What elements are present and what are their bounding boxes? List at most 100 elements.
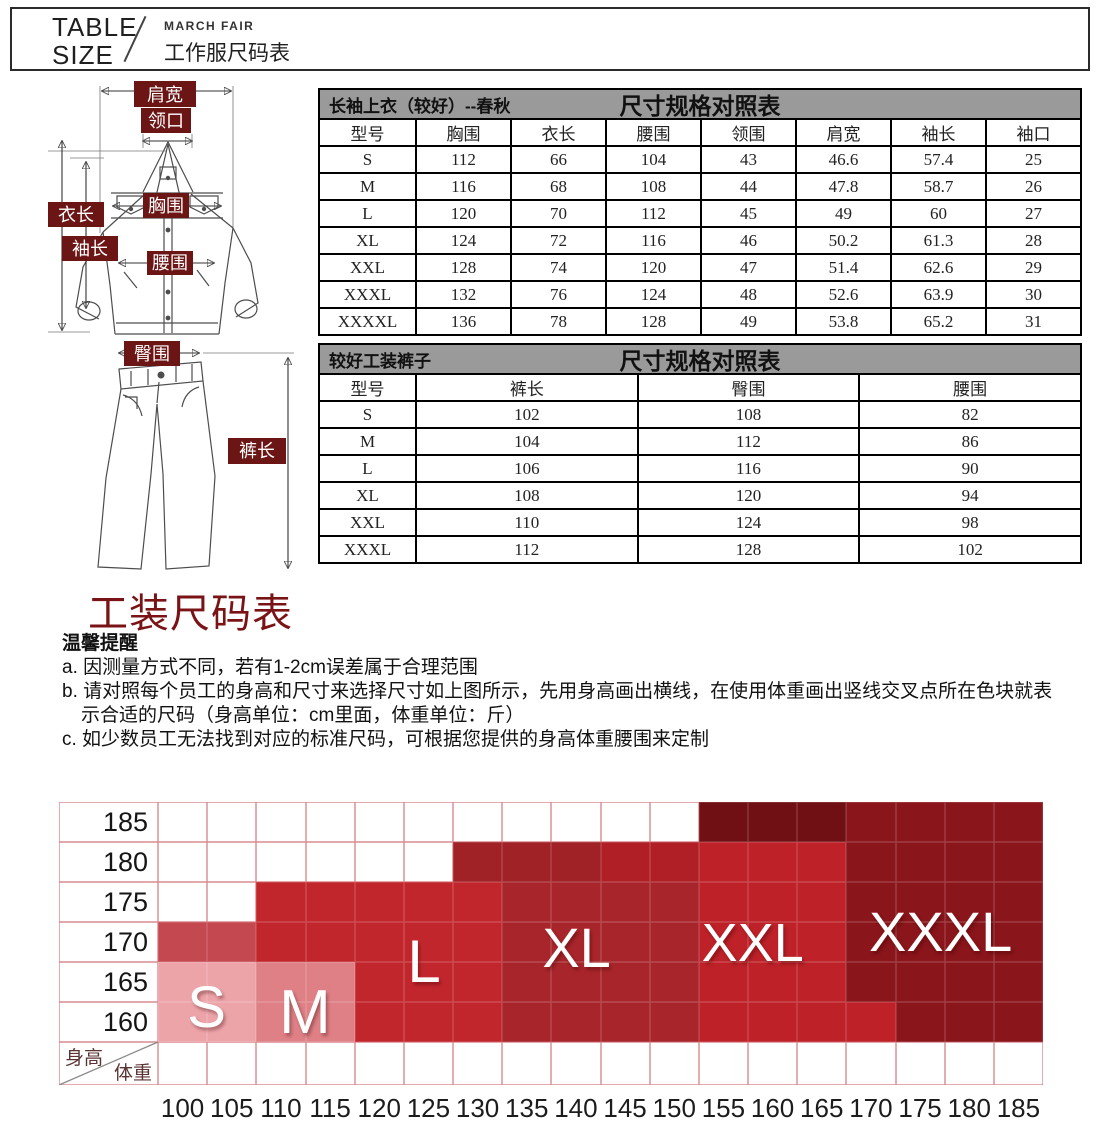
heatmap-cell — [650, 802, 699, 842]
shoulder-lines — [102, 193, 234, 233]
table-cell: 128 — [605, 307, 702, 336]
heatmap-cell — [944, 962, 994, 1002]
size-heatmap-chart: 185 180 175 170 165 160 身高 体重 S M L XL XXL XXXL — [59, 802, 1043, 1085]
table-cell: 60 — [890, 199, 987, 228]
table-cell: 44 — [700, 172, 797, 201]
column-header: 袖口 — [985, 118, 1082, 147]
table-cell: 124 — [636, 508, 861, 537]
table-cell: 45 — [700, 199, 797, 228]
button — [165, 227, 171, 233]
table-row: XXXL 132 76 124 48 52.6 63.9 30 — [318, 280, 1082, 309]
heatmap-cell — [551, 842, 601, 882]
table-cell: 82 — [858, 400, 1082, 429]
chest-label: 胸围 — [148, 196, 184, 216]
table-cell: 112 — [605, 199, 702, 228]
sleeve-label-box — [62, 236, 118, 261]
table-cell: 48 — [700, 280, 797, 309]
column-header: 衣长 — [510, 118, 607, 147]
heatmap-cell — [453, 1002, 503, 1042]
table-cell: 112 — [415, 145, 512, 174]
column-header: 领围 — [700, 118, 797, 147]
button — [165, 175, 171, 181]
collar-label-box — [141, 108, 191, 133]
table-cell: 78 — [510, 307, 607, 336]
heatmap-cell — [649, 842, 699, 882]
heatmap-cell — [403, 882, 453, 922]
hip-label: 臀围 — [134, 344, 170, 364]
table-cell: XXXL — [318, 280, 417, 309]
heatmap-cell — [993, 842, 1043, 882]
fly-line — [156, 381, 160, 404]
heatmap-cell — [797, 882, 847, 922]
heatmap-cell — [502, 1002, 552, 1042]
table-cell: 61.3 — [890, 226, 987, 255]
empty-axis-cell — [945, 1042, 994, 1085]
weight-label: 105 — [210, 1093, 254, 1123]
heatmap-cell — [256, 1002, 306, 1042]
height-label: 160 — [59, 1002, 158, 1042]
heatmap-cell — [797, 922, 847, 962]
empty-axis-cell — [355, 1042, 404, 1085]
empty-axis-cell — [748, 1042, 797, 1085]
heatmap-cell — [355, 802, 404, 842]
table-cell: 120 — [605, 253, 702, 282]
heatmap-cell — [944, 842, 994, 882]
heatmap-cell — [256, 882, 306, 922]
table-cell: L — [318, 199, 417, 228]
heatmap-cell — [207, 802, 256, 842]
heatmap-cell — [158, 842, 207, 882]
heatmap-cell — [256, 802, 305, 842]
heatmap-cell — [797, 842, 847, 882]
note-b-cont: 示合适的尺码（身高单位：cm里面，体重单位：斤） — [81, 705, 525, 726]
length-label: 衣长 — [58, 205, 94, 225]
heatmap-cell — [698, 922, 748, 962]
table-cell: 62.6 — [890, 253, 987, 282]
heatmap-cell — [453, 802, 502, 842]
note-a: a. 因测量方式不同，若有1-2cm误差属于合理范围 — [62, 657, 478, 678]
heatmap-cell — [600, 842, 650, 882]
brand-subtitle: MARCH FAIR — [164, 19, 255, 33]
heatmap-cell — [551, 962, 601, 1002]
heatmap-cell — [453, 842, 503, 882]
table-cell: 27 — [985, 199, 1082, 228]
table-cell: 47.8 — [795, 172, 892, 201]
heatmap-cell — [306, 842, 355, 882]
table-row: XXL 128 74 120 47 51.4 62.6 29 — [318, 253, 1082, 282]
heatmap-cell — [354, 922, 404, 962]
heatmap-cell — [207, 842, 256, 882]
table-cell: 112 — [415, 535, 639, 564]
weight-label: 140 — [554, 1093, 598, 1123]
placket — [163, 218, 173, 333]
heatmap-cell — [404, 842, 453, 882]
table-cell: XXXXL — [318, 307, 417, 336]
table-cell: 43 — [700, 145, 797, 174]
pants-legs — [97, 380, 216, 570]
weight-label: 120 — [357, 1093, 401, 1123]
collar-label: 领口 — [148, 111, 184, 131]
table-cell: 46.6 — [795, 145, 892, 174]
jacket-diagram: 肩宽 领口 衣长 袖长 胸围 腰围 — [48, 81, 259, 335]
heatmap-cell — [403, 922, 453, 962]
heatmap-cell — [502, 922, 552, 962]
pocket-notch — [125, 396, 138, 409]
heatmap-cell — [797, 1002, 847, 1042]
heatmap-cell — [453, 882, 503, 922]
heatmap-cell — [797, 802, 847, 842]
table-cell: 46 — [700, 226, 797, 255]
table-cell: 102 — [858, 535, 1082, 564]
waist-label: 腰围 — [152, 253, 188, 273]
table-cell: 110 — [415, 508, 639, 537]
weight-label: 170 — [849, 1093, 893, 1123]
table-product-name: 较好工装裤子 — [329, 351, 431, 371]
hand-pockets — [123, 269, 210, 289]
column-header: 胸围 — [415, 118, 512, 147]
table-cell: 104 — [415, 427, 639, 456]
brand-subtitle-block: MARCH FAIR 工作服尺码表 — [164, 19, 290, 67]
table-cell: 128 — [636, 535, 861, 564]
notes-block: 温馨提醒 a. 因测量方式不同，若有1-2cm误差属于合理范围 b. 请对照每个… — [62, 632, 1052, 752]
weight-label: 185 — [996, 1093, 1041, 1123]
weight-label: 180 — [947, 1093, 991, 1123]
shoulder-label-box — [134, 81, 196, 107]
table-cell: 63.9 — [890, 280, 987, 309]
heatmap-cell — [551, 802, 600, 842]
